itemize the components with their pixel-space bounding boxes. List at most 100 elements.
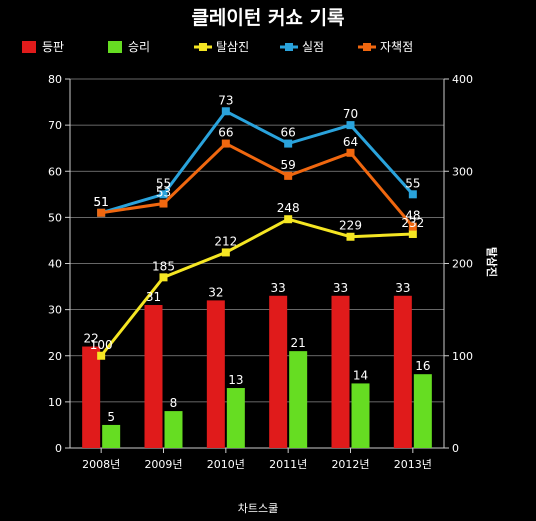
x-tick-label: 2010년 — [207, 458, 245, 471]
bar-data-label: 16 — [415, 359, 430, 373]
axes: 0 10 20 30 40 50 60 70 80 0 100 200 300 400 2008년 2009년… — [48, 73, 473, 471]
bar-data-label: 8 — [170, 396, 178, 410]
series-point — [159, 190, 168, 199]
x-tick-label: 2013년 — [394, 458, 432, 471]
line-data-label: 59 — [281, 158, 296, 172]
lines — [97, 107, 417, 360]
line-data-label: 212 — [214, 234, 237, 248]
left-tick-label: 70 — [48, 119, 62, 132]
x-tick-label: 2009년 — [144, 458, 182, 471]
bar-appearances — [144, 305, 163, 448]
series-line — [99, 217, 413, 357]
x-tick-label: 2011년 — [269, 458, 307, 471]
left-tick-label: 0 — [55, 442, 62, 455]
legend-swatch — [22, 41, 36, 53]
series-point — [346, 232, 355, 241]
line-data-label: 51 — [94, 195, 109, 209]
series-point — [284, 215, 293, 224]
line-data-label: 185 — [152, 259, 175, 273]
legend-marker — [363, 43, 371, 51]
series-point — [159, 273, 168, 282]
line-data-label: 100 — [90, 338, 113, 352]
series-line — [100, 109, 414, 215]
series-point — [346, 121, 355, 130]
bars — [82, 295, 432, 448]
legend-marker — [199, 43, 207, 51]
bar-data-label: 13 — [228, 373, 243, 387]
bar-data-label: 33 — [271, 281, 286, 295]
bar-appearances — [393, 295, 412, 448]
bar-data-label: 5 — [107, 410, 115, 424]
data-labels: 22 31 32 33 33 33 5 8 13 21 14 16 100 185 212 248 229 232… — [84, 93, 431, 424]
bar-wins — [289, 351, 308, 448]
legend-label: 탈삼진 — [216, 40, 249, 54]
left-tick-label: 30 — [48, 304, 62, 317]
line-data-label: 51 — [94, 195, 109, 209]
bar-wins — [102, 424, 121, 448]
series-point — [159, 199, 168, 208]
bar-appearances — [206, 300, 225, 448]
line-data-label: 229 — [339, 219, 362, 233]
bar-wins — [226, 388, 245, 448]
line-data-label: 70 — [343, 107, 358, 121]
bar-data-label: 21 — [291, 336, 306, 350]
x-tick-label: 2012년 — [331, 458, 369, 471]
bar-data-label: 33 — [395, 281, 410, 295]
series-point — [221, 107, 230, 116]
series-point — [408, 222, 417, 231]
left-tick-label: 10 — [48, 396, 62, 409]
right-axis-title: 탈삼진 — [485, 247, 499, 277]
line-data-label: 73 — [218, 93, 233, 107]
series-point — [284, 139, 293, 148]
footer-credit: 차트스쿨 — [238, 502, 278, 515]
legend-label: 실점 — [302, 40, 324, 54]
gridlines — [70, 78, 444, 449]
bar-appearances — [331, 295, 350, 448]
bar-data-label: 33 — [333, 281, 348, 295]
bar-data-label: 31 — [146, 290, 161, 304]
left-tick-label: 80 — [48, 73, 62, 86]
line-data-label: 53 — [156, 186, 171, 200]
line-data-label: 66 — [218, 126, 233, 140]
bar-wins — [351, 383, 370, 448]
series-point — [97, 351, 106, 360]
series-point — [97, 208, 106, 217]
line-data-label: 64 — [343, 135, 358, 149]
chart-title: 클레이턴 커쇼 기록 — [191, 7, 344, 29]
line-data-label: 48 — [405, 209, 420, 223]
line-data-label: 66 — [281, 126, 296, 140]
series-point — [221, 139, 230, 148]
legend: 등판 승리 탈삼진 실점 자책점 — [22, 39, 413, 54]
left-tick-label: 50 — [48, 211, 62, 224]
series-line — [100, 141, 414, 228]
bar-data-label: 14 — [353, 368, 368, 382]
legend-swatch — [108, 41, 122, 53]
right-tick-label: 200 — [452, 258, 473, 271]
series-point — [284, 171, 293, 180]
bar-appearances — [82, 346, 101, 448]
legend-marker — [285, 43, 293, 51]
legend-label: 등판 — [42, 40, 64, 54]
right-tick-label: 300 — [452, 165, 473, 178]
right-tick-label: 400 — [452, 73, 473, 86]
x-tick-label: 2008년 — [82, 458, 120, 471]
right-tick-label: 100 — [452, 350, 473, 363]
bar-wins — [164, 411, 183, 448]
series-point — [221, 248, 230, 257]
line-data-label: 248 — [277, 201, 300, 215]
legend-label: 자책점 — [380, 39, 413, 54]
series-point — [346, 148, 355, 157]
left-tick-label: 60 — [48, 165, 62, 178]
bar-wins — [413, 374, 432, 448]
bar-data-label: 32 — [208, 285, 223, 299]
bar-data-label: 22 — [84, 332, 99, 346]
left-tick-label: 20 — [48, 350, 62, 363]
line-data-label: 55 — [405, 176, 420, 190]
series-point — [408, 229, 417, 238]
right-tick-label: 0 — [452, 442, 459, 455]
legend-label: 승리 — [128, 40, 150, 54]
line-data-label: 55 — [156, 176, 171, 190]
line-data-label: 232 — [401, 216, 424, 230]
